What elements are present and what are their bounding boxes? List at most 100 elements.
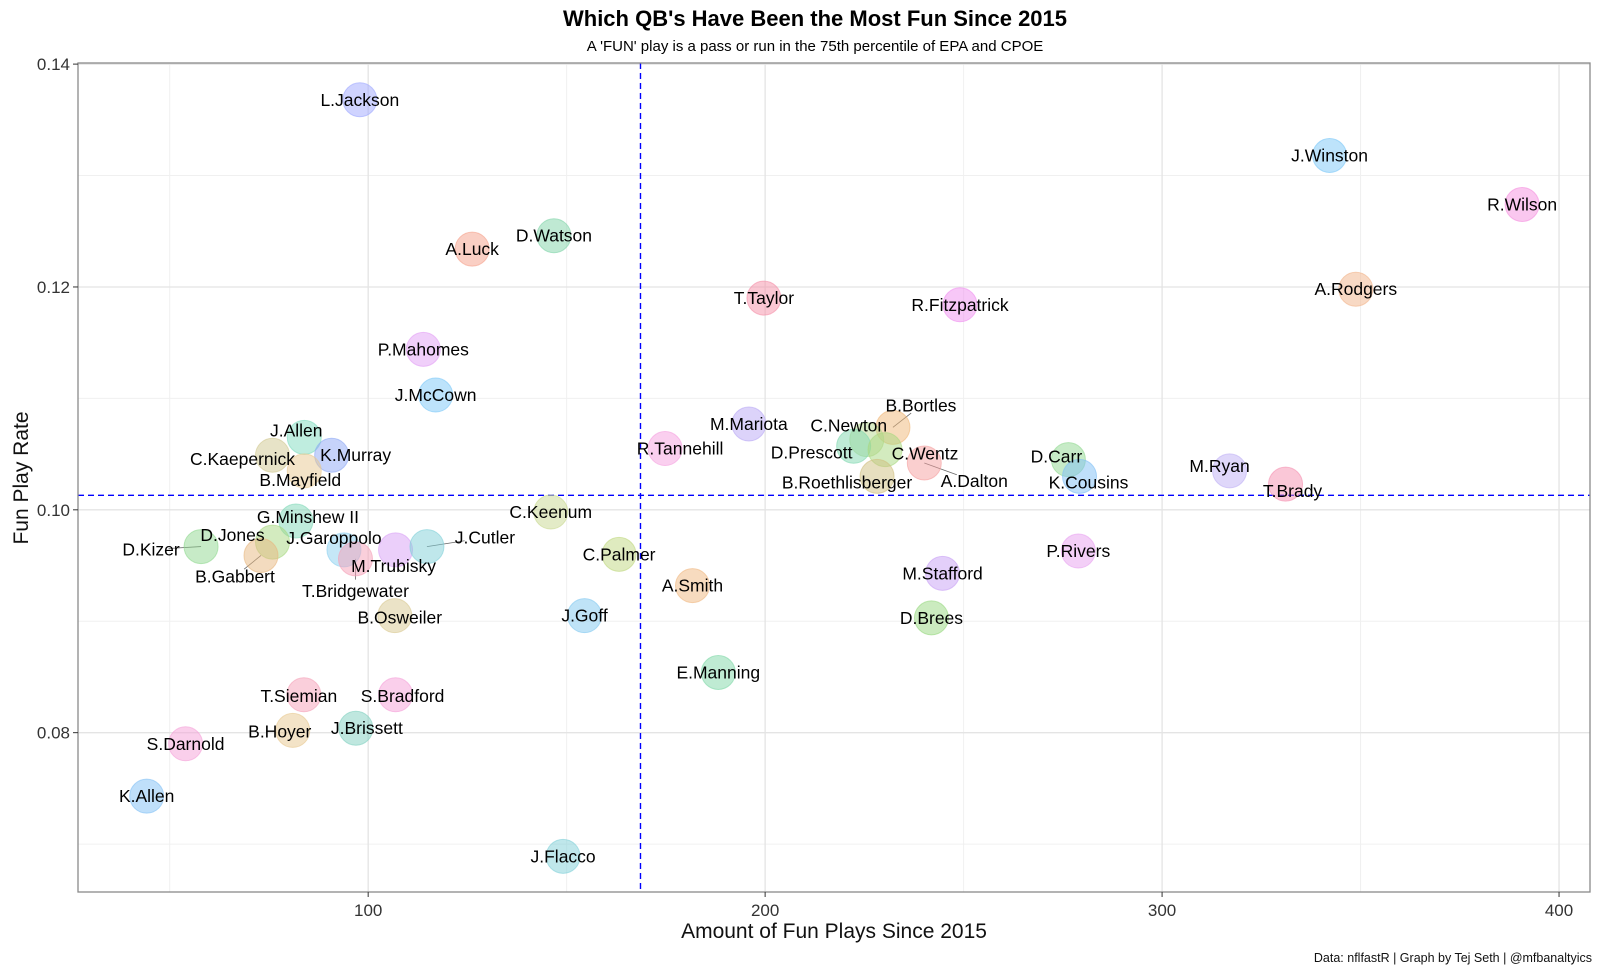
point-label: J.Brissett bbox=[331, 718, 403, 738]
y-tick-label: 0.12 bbox=[37, 278, 70, 297]
point-label: B.Osweiler bbox=[357, 608, 442, 628]
point-label: K.Cousins bbox=[1049, 472, 1129, 492]
point-label: C.Palmer bbox=[583, 544, 656, 564]
data-point bbox=[533, 494, 569, 530]
point-label: L.Jackson bbox=[320, 90, 399, 110]
point-label: A.Smith bbox=[662, 576, 723, 596]
point-label: M.Ryan bbox=[1189, 456, 1249, 476]
point-label: E.Manning bbox=[676, 662, 760, 682]
point-label: J.Winston bbox=[1291, 145, 1368, 165]
point-label: D.Carr bbox=[1031, 447, 1083, 467]
data-point bbox=[567, 598, 603, 634]
data-points bbox=[129, 82, 1540, 874]
point-label: J.Goff bbox=[561, 606, 608, 626]
point-label: R.Tannehill bbox=[637, 439, 724, 459]
point-label: C.Newton bbox=[810, 416, 887, 436]
data-point bbox=[255, 437, 291, 473]
data-point bbox=[1338, 271, 1374, 307]
point-label: M.Trubisky bbox=[351, 556, 436, 576]
x-axis-title: Amount of Fun Plays Since 2015 bbox=[681, 920, 987, 943]
point-label: R.Fitzpatrick bbox=[911, 295, 1008, 315]
point-label: D.Jones bbox=[200, 525, 264, 545]
reference-lines bbox=[78, 63, 1590, 892]
point-label: D.Kizer bbox=[122, 540, 180, 560]
point-label: J.McCown bbox=[395, 385, 477, 405]
data-point bbox=[601, 536, 637, 572]
point-label: J.Garoppolo bbox=[286, 528, 381, 548]
data-point bbox=[129, 778, 165, 814]
panel-border bbox=[77, 62, 1591, 893]
data-point bbox=[377, 598, 413, 634]
data-point bbox=[674, 568, 710, 604]
data-point bbox=[418, 377, 454, 413]
x-tick-label: 100 bbox=[354, 901, 382, 920]
point-label: S.Darnold bbox=[147, 734, 225, 754]
point-label: K.Murray bbox=[320, 445, 391, 465]
point-label: J.Flacco bbox=[531, 846, 596, 866]
x-axis-ticks: 100 200 300 400 bbox=[354, 892, 1573, 920]
point-label: P.Rivers bbox=[1046, 541, 1110, 561]
data-point bbox=[405, 331, 441, 367]
data-point bbox=[1060, 533, 1096, 569]
data-point bbox=[183, 529, 219, 565]
chart-caption: Data: nflfastR | Graph by Tej Seth | @mf… bbox=[1314, 951, 1592, 965]
point-label: B.Hoyer bbox=[248, 721, 311, 741]
data-point bbox=[275, 712, 311, 748]
point-label: D.Brees bbox=[900, 608, 963, 628]
point-label: D.Watson bbox=[516, 226, 592, 246]
point-label: A.Rodgers bbox=[1314, 279, 1397, 299]
data-point bbox=[286, 453, 322, 489]
data-point bbox=[1062, 458, 1098, 494]
data-point bbox=[746, 280, 782, 316]
data-point bbox=[1504, 187, 1540, 223]
point-label: B.Gabbert bbox=[195, 566, 275, 586]
data-point bbox=[731, 406, 767, 442]
data-point bbox=[378, 677, 414, 713]
point-label: T.Siemian bbox=[260, 686, 337, 706]
point-label: B.Mayfield bbox=[259, 470, 341, 490]
y-axis-ticks: 0.08 0.10 0.12 0.14 bbox=[37, 55, 78, 743]
point-label: J.Cutler bbox=[455, 528, 515, 548]
data-point bbox=[545, 838, 581, 874]
data-point bbox=[338, 710, 374, 746]
point-label: J.Allen bbox=[270, 420, 323, 440]
point-label: T.Brady bbox=[1263, 481, 1323, 501]
point-label: B.Roethlisberger bbox=[782, 472, 913, 492]
point-label: C.Wentz bbox=[892, 444, 959, 464]
data-point bbox=[942, 287, 978, 323]
y-tick-label: 0.08 bbox=[37, 724, 70, 743]
data-point bbox=[536, 218, 572, 254]
point-label: B.Bortles bbox=[885, 395, 956, 415]
data-point bbox=[409, 529, 445, 565]
data-point bbox=[314, 437, 350, 473]
gridlines bbox=[78, 63, 1590, 892]
data-point bbox=[913, 600, 949, 636]
x-tick-label: 200 bbox=[751, 901, 779, 920]
data-point bbox=[859, 458, 895, 494]
chart-subtitle: A 'FUN' play is a pass or run in the 75t… bbox=[587, 38, 1044, 55]
data-point bbox=[647, 431, 683, 467]
point-label: A.Dalton bbox=[941, 471, 1008, 491]
data-point bbox=[342, 82, 378, 118]
point-label: C.Keenum bbox=[509, 502, 592, 522]
y-tick-label: 0.14 bbox=[37, 55, 70, 74]
point-label: G.Minshew II bbox=[257, 507, 359, 527]
x-tick-label: 300 bbox=[1148, 901, 1176, 920]
data-point bbox=[925, 555, 961, 591]
data-point bbox=[243, 537, 279, 573]
point-label: R.Wilson bbox=[1487, 195, 1557, 215]
point-label: D.Prescott bbox=[771, 442, 853, 462]
point-labels: L.Jackson J.Winston R.Wilson A.Rodgers D.Wat… bbox=[119, 90, 1557, 867]
data-point bbox=[906, 445, 942, 481]
chart-title: Which QB's Have Been the Most Fun Since … bbox=[563, 6, 1067, 31]
point-label: T.Taylor bbox=[734, 288, 794, 308]
point-label: M.Mariota bbox=[710, 414, 788, 434]
point-label: S.Bradford bbox=[361, 686, 445, 706]
data-point bbox=[1312, 137, 1348, 173]
data-point bbox=[1268, 466, 1304, 502]
point-label: A.Luck bbox=[445, 239, 499, 259]
point-label: M.Stafford bbox=[902, 563, 982, 583]
point-label: T.Bridgewater bbox=[302, 581, 409, 601]
data-point bbox=[168, 726, 204, 762]
